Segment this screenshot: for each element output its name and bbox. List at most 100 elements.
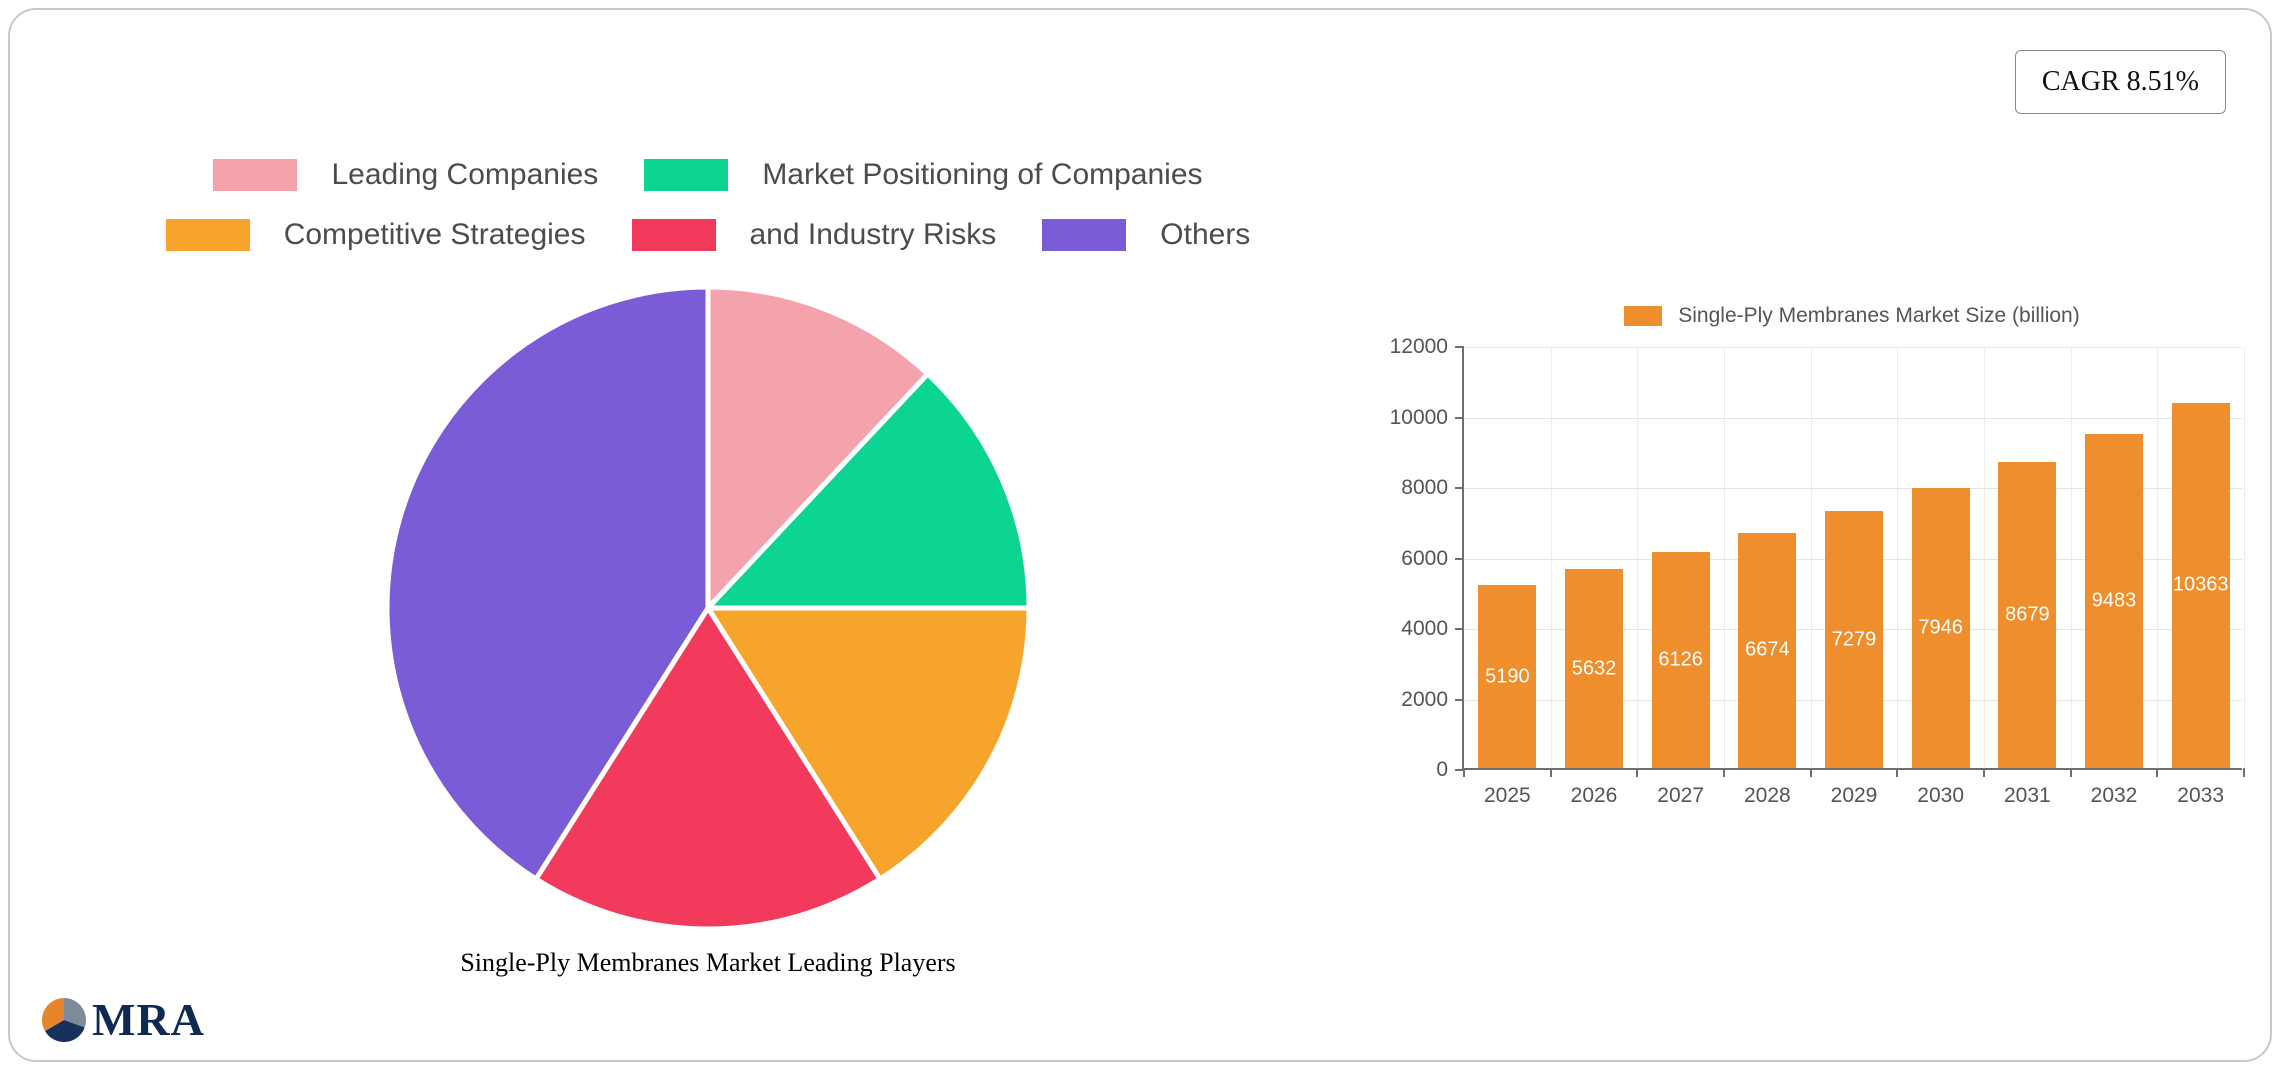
y-axis-label: 8000 xyxy=(1401,476,1448,499)
legend-item-market-positioning-of-companies[interactable]: Market Positioning of Companies xyxy=(644,158,1203,192)
x-axis-tick xyxy=(2243,768,2245,777)
pie-legend-row: Leading Companies Market Positioning of C… xyxy=(213,158,1203,192)
bar-value-label: 9483 xyxy=(2091,589,2137,612)
pie-chart xyxy=(384,284,1032,932)
legend-item-others[interactable]: Others xyxy=(1042,218,1250,252)
y-axis-tick xyxy=(1455,487,1464,489)
cagr-badge: CAGR 8.51% xyxy=(2014,50,2226,114)
x-axis-tick xyxy=(1983,768,1985,777)
infographic-canvas: CAGR 8.51% Leading Companies Market Posit… xyxy=(8,8,2272,1062)
legend-label: Others xyxy=(1160,218,1251,251)
gridline-horizontal xyxy=(1464,417,2242,419)
bar-2026[interactable]: 5632 xyxy=(1565,569,1623,768)
bar-value-label: 6126 xyxy=(1658,648,1703,671)
bar-value-label: 7946 xyxy=(1918,616,1963,639)
bar-chart-legend[interactable]: Single-Ply Membranes Market Size (billio… xyxy=(1462,304,2242,328)
x-axis-label: 2027 xyxy=(1657,784,1705,807)
legend-swatch xyxy=(213,159,298,191)
legend-label: Competitive Strategies xyxy=(283,218,586,251)
pie-slice-others[interactable] xyxy=(384,284,711,882)
pie-legend-row: Competitive Strategies and Industry Risks… xyxy=(165,218,1250,252)
logo-slice-navy xyxy=(44,1019,85,1042)
gridline-vertical xyxy=(1637,347,1639,768)
legend-label: Market Positioning of Companies xyxy=(762,158,1203,191)
logo-text: MRA xyxy=(92,994,205,1045)
x-axis-tick xyxy=(1723,768,1725,777)
y-axis-tick xyxy=(1455,416,1464,419)
bar-2027[interactable]: 6126 xyxy=(1651,552,1710,768)
gridline-vertical xyxy=(2157,347,2159,768)
bar-2030[interactable]: 7946 xyxy=(1911,487,1970,768)
bar-value-label: 5632 xyxy=(1571,657,1617,680)
bar-value-label: 8679 xyxy=(2005,603,2050,626)
bar-2033[interactable]: 10363 xyxy=(2171,402,2230,768)
gridline-vertical xyxy=(1810,347,1812,768)
y-axis-label: 12000 xyxy=(1389,335,1448,358)
pie-slice-and-industry-risks[interactable] xyxy=(533,605,883,932)
y-axis-tick xyxy=(1455,769,1464,771)
legend-swatch xyxy=(1042,219,1127,251)
gridline-horizontal xyxy=(1464,347,2242,348)
pie-slice-market-positioning-of-companies[interactable] xyxy=(705,371,1032,611)
y-axis-tick xyxy=(1455,698,1464,701)
x-axis-tick xyxy=(1463,768,1465,777)
y-axis-tick xyxy=(1455,628,1464,630)
y-axis-label: 2000 xyxy=(1401,687,1448,711)
gridline-vertical xyxy=(1984,347,1985,768)
gridline-vertical xyxy=(1724,347,1725,768)
legend-item-competitive-strategies[interactable]: Competitive Strategies xyxy=(165,218,586,252)
x-axis-label: 2032 xyxy=(2090,784,2138,807)
legend-swatch xyxy=(644,159,729,191)
pie-slice-competitive-strategies[interactable] xyxy=(705,605,1032,882)
legend-item-and-industry-risks[interactable]: and Industry Risks xyxy=(631,218,997,252)
y-axis-label: 0 xyxy=(1436,758,1448,781)
x-axis-label: 2030 xyxy=(1917,784,1965,807)
x-axis-tick xyxy=(2069,768,2072,777)
brand-logo: MRA xyxy=(40,993,205,1046)
bar-legend-label: Single-Ply Membranes Market Size (billio… xyxy=(1678,304,2080,327)
logo-pie-icon xyxy=(42,997,86,1042)
bar-2031[interactable]: 8679 xyxy=(1998,462,2057,768)
x-axis-tick xyxy=(1809,768,1812,777)
x-axis-label: 2025 xyxy=(1483,784,1531,807)
legend-swatch xyxy=(631,219,716,251)
y-axis-label: 6000 xyxy=(1401,546,1448,570)
logo-slice-orange xyxy=(42,997,64,1031)
bar-value-label: 10363 xyxy=(2172,573,2229,596)
legend-item-leading-companies[interactable]: Leading Companies xyxy=(213,158,598,192)
bar-plot-area: 0 2000 4000 6000 8000 10000 12000 5190 2025 5632 2… xyxy=(1390,335,2245,807)
bar-2029[interactable]: 7279 xyxy=(1825,511,1883,768)
bar-value-label: 7279 xyxy=(1831,628,1877,651)
logo-slice-gray xyxy=(64,997,86,1028)
legend-label: and Industry Risks xyxy=(749,218,997,251)
gridline-vertical xyxy=(2070,347,2072,768)
x-axis-label: 2033 xyxy=(2177,784,2225,807)
gridline-vertical xyxy=(1550,347,1552,768)
x-axis-tick xyxy=(2156,768,2159,777)
x-axis-label: 2029 xyxy=(1830,784,1878,807)
legend-swatch xyxy=(165,219,250,251)
y-axis-tick xyxy=(1455,557,1464,560)
y-axis-tick xyxy=(1455,346,1464,348)
bar-2028[interactable]: 6674 xyxy=(1738,532,1797,768)
x-axis-tick xyxy=(1636,768,1639,777)
gridline-vertical xyxy=(2244,347,2245,768)
cagr-label: CAGR 8.51% xyxy=(2041,66,2199,97)
pie-legend: Leading Companies Market Positioning of C… xyxy=(10,158,1406,252)
legend-label: Leading Companies xyxy=(331,158,599,191)
x-axis-label: 2026 xyxy=(1570,784,1618,807)
gridline-vertical xyxy=(1897,347,1899,768)
x-axis-tick xyxy=(1549,768,1552,777)
x-axis-tick xyxy=(1896,768,1899,777)
bar-legend-swatch xyxy=(1624,306,1663,326)
bar-value-label: 6674 xyxy=(1745,638,1790,661)
x-axis-label: 2031 xyxy=(2003,784,2051,807)
x-axis-label: 2028 xyxy=(1743,784,1791,807)
bar-2025[interactable]: 5190 xyxy=(1478,585,1537,768)
y-axis-label: 4000 xyxy=(1401,617,1448,640)
bar-value-label: 5190 xyxy=(1485,665,1530,688)
bar-2032[interactable]: 9483 xyxy=(2085,433,2143,768)
gridline-horizontal xyxy=(1464,488,2242,489)
pie-slice-leading-companies[interactable] xyxy=(705,284,931,611)
pie-chart-title: Single-Ply Membranes Market Leading Play… xyxy=(460,948,956,977)
